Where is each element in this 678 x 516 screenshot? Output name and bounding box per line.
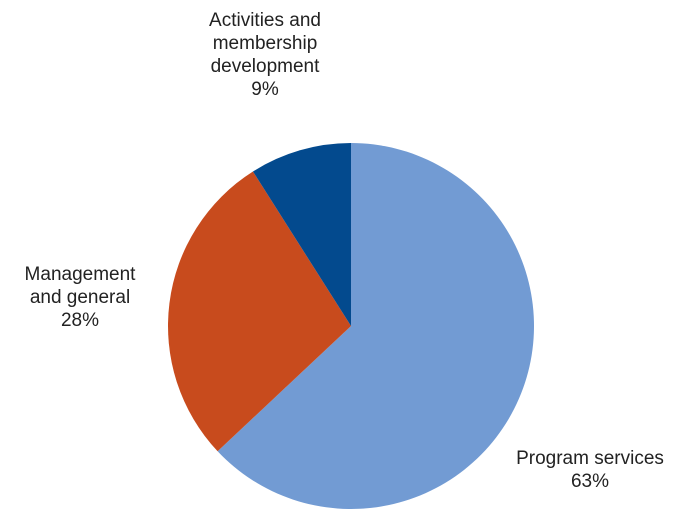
slice-label-line: Activities and: [209, 10, 321, 31]
slice-percent-management-and-general: 28%: [61, 310, 99, 331]
slice-labels: Program services 63% Management and general…: [25, 10, 664, 492]
slice-label-line: development: [211, 56, 321, 77]
pie-slices: [168, 143, 535, 509]
slice-label-activities-and-membership-development: Activities and membership development 9%: [209, 10, 321, 100]
slice-percent-program-services: 63%: [571, 471, 609, 492]
slice-label-program-services: Program services 63%: [516, 448, 664, 492]
slice-label-line: Management: [25, 264, 137, 285]
pie-slice-activities-and-membership-development: [252, 143, 351, 326]
slice-label-line: Program services: [516, 448, 664, 469]
slice-label-management-and-general: Management and general 28%: [25, 264, 137, 331]
slice-label-line: membership: [213, 33, 318, 54]
slice-label-line: and general: [30, 287, 130, 308]
pie-slice-management-and-general: [168, 171, 351, 452]
slice-percent-activities-and-membership-development: 9%: [251, 79, 279, 100]
pie-slice-program-services: [217, 143, 535, 509]
